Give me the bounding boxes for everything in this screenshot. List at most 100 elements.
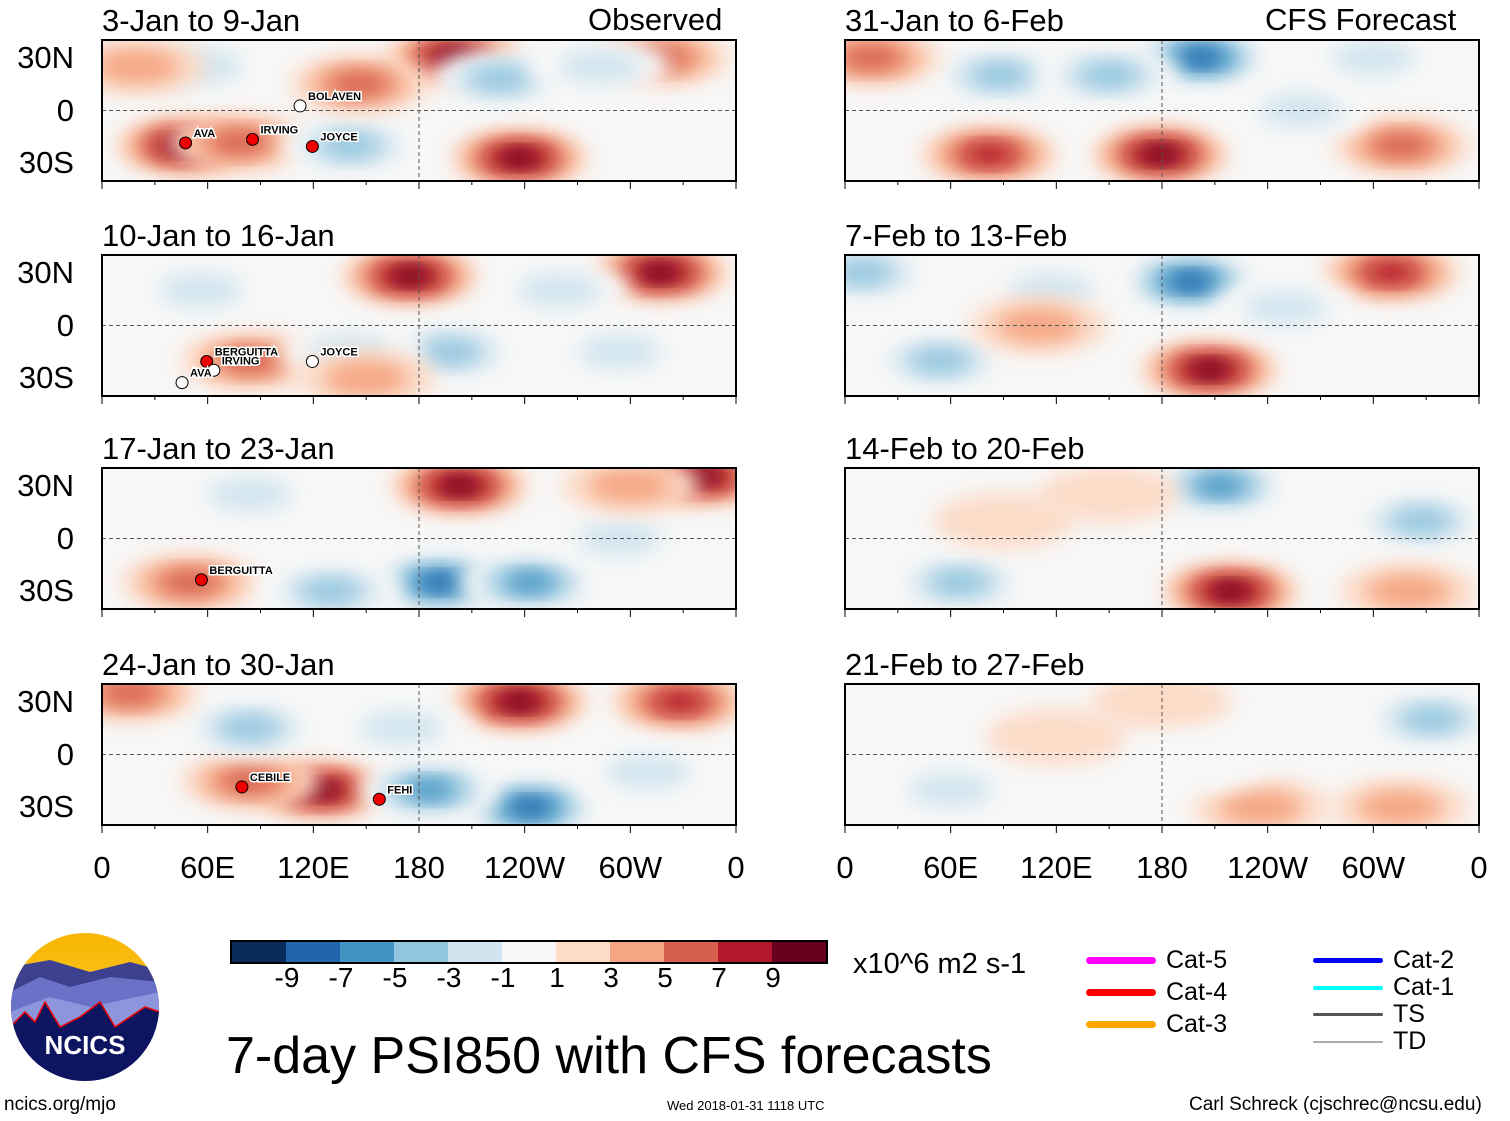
anomaly-contour: [510, 799, 550, 816]
legend-label: Cat-3: [1166, 1010, 1228, 1038]
anomaly-contour: [966, 145, 1013, 164]
panel-title: 7-Feb to 13-Feb: [845, 218, 1068, 253]
anomaly-contour: [1181, 49, 1220, 66]
anomaly-contour: [1127, 735, 1268, 792]
colorbar-swatch: [772, 942, 826, 962]
lon-label: 60W: [1341, 850, 1406, 885]
colorbar-swatch: [718, 942, 772, 962]
anomaly-contour: [1218, 790, 1303, 825]
anomaly-contour: [996, 308, 1081, 343]
cyclone-icon: [293, 99, 307, 113]
anomaly-contour: [1211, 583, 1250, 600]
anomaly-contour: [986, 708, 1127, 765]
lon-label: 0: [727, 850, 745, 885]
colorbar-swatch: [556, 942, 610, 962]
anomaly-contour: [506, 573, 554, 592]
legend-line-icon: [1313, 958, 1383, 963]
legend-line-icon: [1313, 1013, 1383, 1016]
lat-label: 30S: [18, 573, 74, 608]
colorbar-tick: 3: [603, 962, 619, 993]
anomaly-contour: [656, 692, 703, 711]
lon-label: 120W: [1227, 850, 1309, 885]
cyclone-icon: [194, 573, 208, 587]
cyclone-icon: [179, 136, 193, 150]
lat-label: 0: [56, 308, 74, 343]
storm-label: JOYCE: [320, 131, 357, 143]
colorbar-swatch: [448, 942, 502, 962]
anomaly-contour: [577, 521, 662, 556]
forecast-label: CFS Forecast: [1265, 2, 1457, 37]
psi850-map-panel: [844, 683, 1480, 833]
lon-label: 180: [1136, 850, 1188, 885]
website-link[interactable]: ncics.org/mjo: [4, 1094, 116, 1115]
lat-label: 30S: [18, 145, 74, 180]
anomaly-contour: [1371, 133, 1432, 158]
lon-label: 180: [393, 850, 445, 885]
lon-label: 120W: [484, 850, 566, 885]
anomaly-contour: [558, 49, 643, 84]
storm-label: AVA: [190, 368, 212, 380]
legend-label: TS: [1393, 1000, 1425, 1028]
panel-title: 31-Jan to 6-Feb: [845, 3, 1064, 38]
timestamp: Wed 2018-01-31 1118 UTC: [667, 1098, 825, 1113]
anomaly-contour: [1171, 273, 1210, 290]
anomaly-contour: [845, 260, 893, 285]
anomaly-contour: [1357, 790, 1442, 825]
storm-label: BOLAVEN: [308, 91, 361, 103]
anomaly-contour: [605, 755, 690, 789]
anomaly-contour: [219, 768, 280, 793]
anomaly-contour: [207, 477, 292, 512]
legend-item: Cat-2: [1313, 946, 1454, 975]
storm-label: BERGUITTA: [209, 565, 272, 577]
psi850-map-panel: [844, 467, 1480, 617]
lon-label: 0: [93, 850, 111, 885]
storm-label: AVA: [194, 128, 216, 140]
panel-title: 17-Jan to 23-Jan: [102, 431, 335, 466]
anomaly-contour: [1390, 508, 1451, 533]
anomaly-contour: [1141, 146, 1180, 163]
observed-label: Observed: [588, 2, 723, 37]
anomaly-contour: [102, 49, 180, 84]
anomaly-contour: [929, 570, 990, 595]
lat-label: 0: [56, 93, 74, 128]
storm-label: CEBILE: [250, 772, 290, 784]
anomaly-contour: [470, 66, 531, 91]
legend-label: Cat-5: [1166, 946, 1228, 974]
anomaly-contour: [1331, 40, 1416, 75]
storm-label: BERGUITTA: [215, 346, 278, 358]
anomaly-contour: [102, 684, 161, 705]
anomaly-contour: [320, 133, 381, 158]
lat-label: 0: [56, 737, 74, 772]
anomaly-contour: [969, 63, 1030, 88]
anomaly-contour: [1243, 291, 1328, 325]
panel-title: 10-Jan to 16-Jan: [102, 218, 335, 253]
colorbar-swatch: [394, 942, 448, 962]
ncics-logo: NCICS: [11, 933, 159, 1081]
lat-label: 30N: [17, 40, 74, 75]
psi850-map-panel: CEBILE FEHI: [101, 683, 737, 833]
anomaly-contour: [219, 716, 280, 741]
legend-line-icon: [1086, 957, 1156, 964]
storm-label: FEHI: [387, 784, 412, 796]
legend-item: Cat-5: [1086, 946, 1227, 975]
figure-title: 7-day PSI850 with CFS forecasts: [226, 1027, 992, 1085]
anomaly-contour: [641, 264, 680, 281]
lat-label: 30N: [17, 468, 74, 503]
anomaly-contour: [158, 273, 243, 308]
legend-line-icon: [1313, 985, 1383, 990]
panel-title: 14-Feb to 20-Feb: [845, 431, 1085, 466]
lon-label: 120E: [1020, 850, 1093, 885]
colorbar-tick: -1: [490, 962, 516, 993]
legend-item: Cat-1: [1313, 973, 1454, 1002]
colorbar-tick: 5: [657, 962, 673, 993]
storm-label: IRVING: [261, 124, 299, 136]
cyclone-icon: [207, 363, 221, 377]
cyclone-icon: [175, 376, 189, 390]
panel-title: 24-Jan to 30-Jan: [102, 647, 335, 682]
anomaly-contour: [908, 772, 993, 807]
colorbar-swatch: [232, 942, 286, 962]
anomaly-contour: [500, 693, 539, 710]
colorbar-swatch: [286, 942, 340, 962]
lat-label: 30S: [18, 789, 74, 824]
